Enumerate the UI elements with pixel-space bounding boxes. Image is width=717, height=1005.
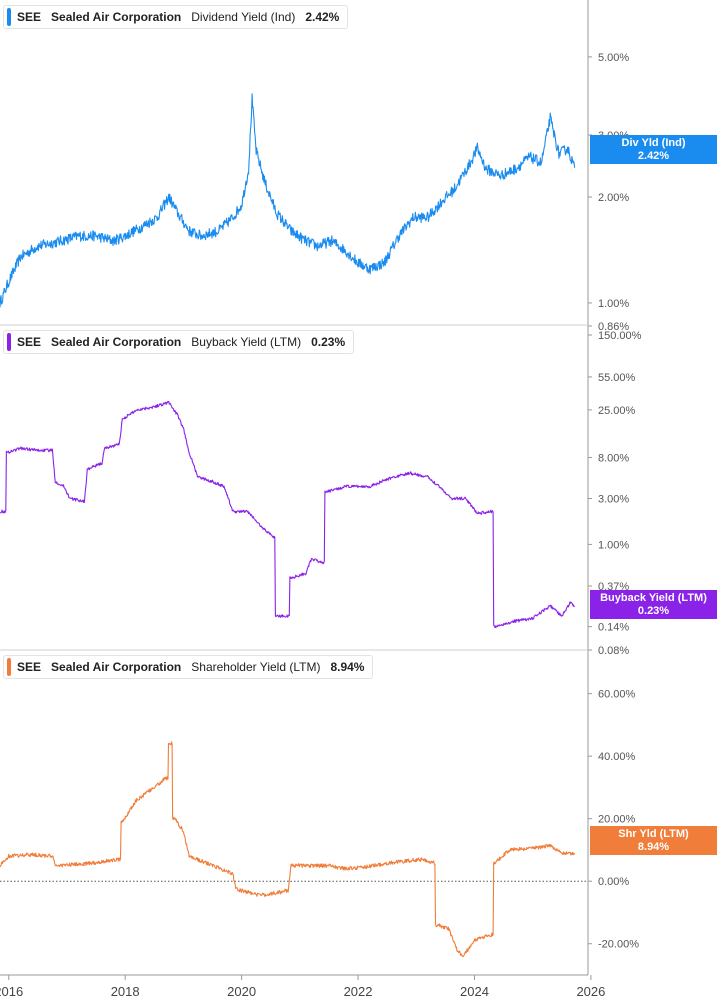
value-tag-shareholder-yield: Shr Yld (LTM) 8.94%: [590, 826, 717, 855]
y-tick-label: 1.00%: [598, 539, 629, 551]
series-color-swatch: [7, 8, 11, 26]
legend-ticker: SEE: [17, 335, 42, 349]
y-tick-label: 2.00%: [598, 192, 629, 204]
y-tick-label: 0.37%: [598, 581, 629, 593]
y-tick-label: 0.14%: [598, 622, 629, 634]
tag-label: Div Yld (Ind): [621, 137, 686, 149]
value-tag-buyback-yield: Buyback Yield (LTM) 0.23%: [590, 590, 717, 619]
x-tick-label: 2024: [460, 984, 489, 999]
legend-ticker: SEE: [17, 10, 42, 24]
tag-value: 0.23%: [637, 605, 670, 617]
legend-metric: Shareholder Yield (LTM): [191, 660, 321, 674]
y-tick-label: 0.00%: [598, 876, 629, 888]
legend-metric: Dividend Yield (Ind): [191, 10, 296, 24]
legend-company: Sealed Air Corporation: [51, 660, 182, 674]
y-tick-label: 5.00%: [598, 52, 629, 64]
tag-label: Shr Yld (LTM): [618, 828, 689, 840]
x-tick-label: 2020: [227, 984, 256, 999]
y-tick-label: 20.00%: [598, 814, 636, 826]
legend-shareholder-yield[interactable]: SEE Sealed Air Corporation Shareholder Y…: [3, 655, 374, 679]
y-tick-label: 0.86%: [598, 321, 629, 333]
x-tick-label: 2016: [0, 984, 23, 999]
legend-buyback-yield[interactable]: SEE Sealed Air Corporation Buyback Yield…: [3, 330, 355, 354]
legend-company: Sealed Air Corporation: [51, 10, 182, 24]
y-tick-label: 8.00%: [598, 453, 629, 465]
series-line-buyback-yield-ltm: [0, 400, 576, 629]
y-tick-label: 3.00%: [598, 494, 629, 506]
x-tick-label: 2026: [576, 984, 605, 999]
x-tick-label: 2022: [344, 984, 373, 999]
tag-value: 2.42%: [637, 150, 670, 162]
x-tick-label: 2018: [111, 984, 140, 999]
series-color-swatch: [7, 333, 11, 351]
y-tick-label: 1.00%: [598, 298, 629, 310]
y-tick-label: -20.00%: [598, 939, 639, 951]
series-line-shareholder-yield-ltm: [0, 741, 576, 958]
legend-value: 0.23%: [311, 335, 346, 349]
y-tick-label: 150.00%: [598, 330, 642, 342]
y-tick-label: 40.00%: [598, 751, 636, 763]
series-color-swatch: [7, 658, 11, 676]
legend-company: Sealed Air Corporation: [51, 335, 182, 349]
legend-value: 8.94%: [330, 660, 365, 674]
tag-value: 8.94%: [637, 841, 670, 853]
value-tag-dividend-yield: Div Yld (Ind) 2.42%: [590, 135, 717, 164]
y-tick-label: 0.08%: [598, 645, 629, 657]
legend-dividend-yield[interactable]: SEE Sealed Air Corporation Dividend Yiel…: [3, 5, 349, 29]
legend-metric: Buyback Yield (LTM): [191, 335, 302, 349]
series-line-dividend-yield-ind: [0, 93, 576, 308]
legend-ticker: SEE: [17, 660, 42, 674]
legend-value: 2.42%: [305, 10, 340, 24]
y-tick-label: 60.00%: [598, 689, 636, 701]
y-tick-label: 25.00%: [598, 405, 636, 417]
tag-label: Buyback Yield (LTM): [600, 592, 707, 604]
y-tick-label: 55.00%: [598, 372, 636, 384]
